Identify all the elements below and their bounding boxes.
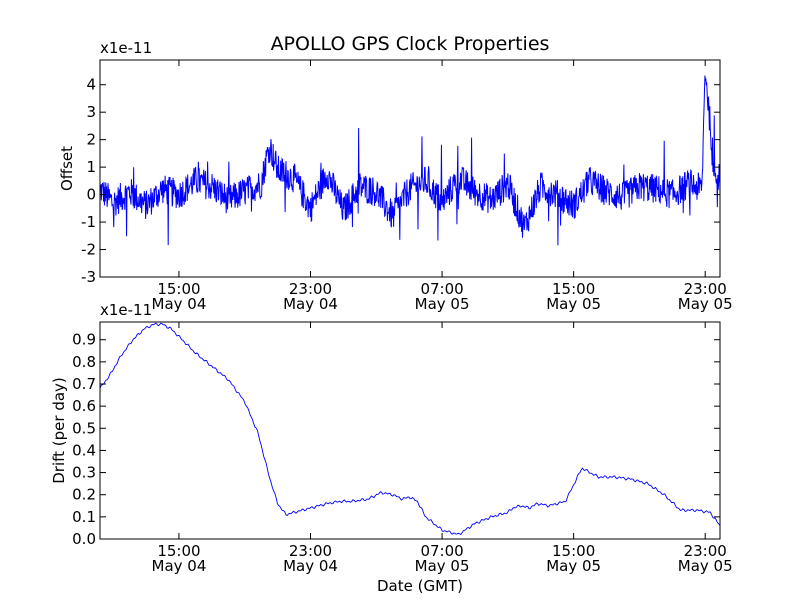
xtick-time-label: 23:00 xyxy=(684,280,727,298)
ytick-label: 0.4 xyxy=(72,441,96,459)
ytick-label: -3 xyxy=(81,268,96,286)
xtick-time-label: 07:00 xyxy=(420,280,463,298)
ylabel: Drift (per day) xyxy=(50,377,68,484)
ytick-label: 0.0 xyxy=(72,530,96,548)
xtick-time-label: 07:00 xyxy=(420,542,463,560)
ytick-label: 0.8 xyxy=(72,353,96,371)
xtick-time-label: 15:00 xyxy=(157,542,200,560)
ytick-label: 0.9 xyxy=(72,331,96,349)
ytick-label: 0.1 xyxy=(72,508,96,526)
xtick-date-label: May 04 xyxy=(152,557,207,575)
ytick-label: 0.2 xyxy=(72,486,96,504)
ytick-label: 1 xyxy=(86,158,96,176)
xtick-time-label: 15:00 xyxy=(552,542,595,560)
ytick-label: 0.5 xyxy=(72,419,96,437)
offset-series-line xyxy=(100,75,720,246)
xtick-time-label: 15:00 xyxy=(157,280,200,298)
xtick-date-label: May 05 xyxy=(415,557,470,575)
xlabel: Date (GMT) xyxy=(377,577,463,595)
ytick-label: 3 xyxy=(86,103,96,121)
xtick-date-label: May 05 xyxy=(546,295,601,313)
xtick-date-label: May 04 xyxy=(283,557,338,575)
xtick-time-label: 23:00 xyxy=(684,542,727,560)
axis-multiplier-label: x1e-11 xyxy=(100,39,152,57)
ytick-label: 0.6 xyxy=(72,397,96,415)
axes-frame xyxy=(99,59,721,278)
xtick-time-label: 23:00 xyxy=(289,542,332,560)
axis-multiplier-label: x1e-11 xyxy=(100,301,152,319)
ytick-label: 2 xyxy=(86,131,96,149)
ytick-label: 0.3 xyxy=(72,464,96,482)
xtick-date-label: May 04 xyxy=(283,295,338,313)
xtick-date-label: May 05 xyxy=(678,295,733,313)
xtick-date-label: May 05 xyxy=(678,557,733,575)
xtick-time-label: 23:00 xyxy=(289,280,332,298)
figure-title: APOLLO GPS Clock Properties xyxy=(271,33,550,55)
xtick-time-label: 15:00 xyxy=(552,280,595,298)
ytick-label: 0.7 xyxy=(72,375,96,393)
ytick-label: -2 xyxy=(81,241,96,259)
axes-frame xyxy=(99,321,721,540)
ytick-label: 4 xyxy=(86,76,96,94)
ylabel: Offset xyxy=(58,146,76,191)
xtick-date-label: May 05 xyxy=(415,295,470,313)
drift-series-line xyxy=(100,322,720,536)
xtick-date-label: May 05 xyxy=(546,557,601,575)
ytick-label: -1 xyxy=(81,213,96,231)
xtick-date-label: May 04 xyxy=(152,295,207,313)
ytick-label: 0 xyxy=(86,186,96,204)
